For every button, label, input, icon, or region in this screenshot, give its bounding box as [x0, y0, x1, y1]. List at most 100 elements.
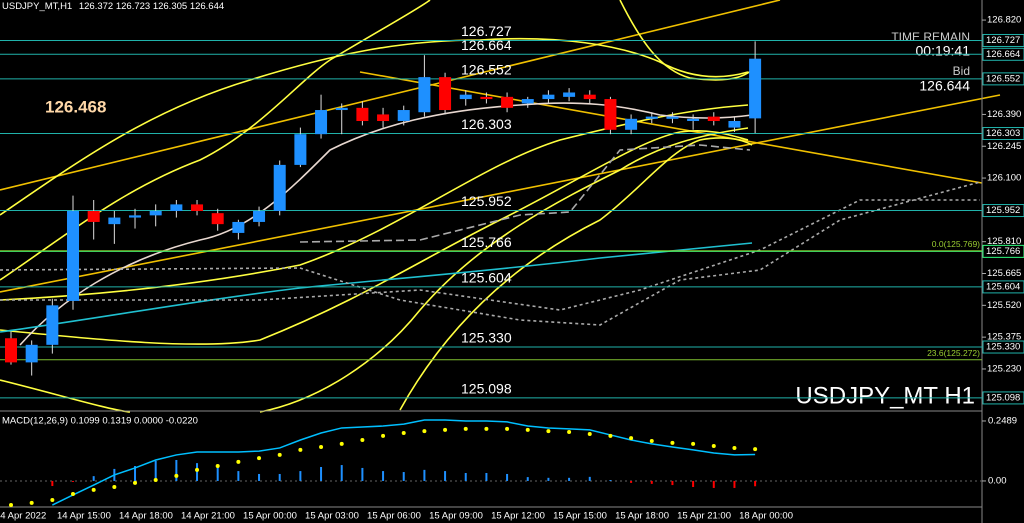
macd-signal-dot	[608, 433, 613, 438]
candle-body	[707, 116, 720, 122]
candle-body	[397, 110, 410, 122]
macd-line	[52, 419, 756, 506]
macd-signal-dot	[50, 497, 55, 502]
y-tick-label: 125.810	[987, 236, 1021, 247]
candle-body	[501, 96, 514, 108]
macd-signal-dot	[670, 440, 675, 445]
header-close: 126.644	[190, 1, 224, 12]
time-remain: 00:19:41	[916, 43, 971, 59]
macd-signal-dot	[401, 431, 406, 436]
candle-body	[253, 210, 266, 222]
candle-body	[25, 344, 38, 363]
macd-signal-dot	[9, 503, 13, 508]
x-tick-label: 14 Apr 2022	[0, 511, 46, 522]
macd-signal-dot	[298, 447, 303, 452]
level-box-label: 126.664	[986, 49, 1020, 60]
y-tick-label: 126.390	[987, 109, 1021, 120]
macd-signal-dot	[587, 431, 592, 436]
candle-body	[439, 77, 452, 111]
macd-signal-dot	[422, 429, 427, 434]
candle-body	[418, 77, 431, 113]
ichimoku-cloud	[0, 181, 981, 326]
macd-signal-dot	[112, 484, 117, 489]
ichimoku-line	[299, 144, 751, 243]
level-box	[982, 33, 1024, 47]
trend-line	[0, 94, 1001, 293]
level-label: 125.098	[461, 381, 512, 397]
symbol: USDJPY_MT,H1	[2, 1, 72, 12]
x-tick-label: 14 Apr 21:00	[181, 511, 235, 522]
macd-signal-dot	[91, 487, 96, 492]
candle-body	[728, 121, 741, 128]
candle-body	[315, 110, 328, 135]
candle-body	[67, 210, 80, 301]
macd-signal-dot	[339, 441, 344, 446]
macd-signal-dot	[711, 444, 716, 449]
level-box-label: 126.303	[986, 128, 1020, 139]
level-box	[982, 47, 1024, 61]
macd-title: MACD(12,26,9) 0.1099 0.1319 0.0000 -0.02…	[2, 416, 198, 427]
level-box	[982, 280, 1024, 294]
level-label: 126.303	[461, 116, 512, 132]
y-tick-label: 125.230	[987, 363, 1021, 374]
level-label: 126.664	[461, 37, 512, 53]
macd-signal-dot	[484, 426, 489, 431]
envelope-upper	[619, 0, 753, 81]
x-tick-label: 15 Apr 15:00	[553, 511, 607, 522]
y-tick-label: 125.520	[987, 300, 1021, 311]
macd-signal-dot	[215, 464, 220, 469]
level-box	[982, 72, 1024, 86]
macd-signal-dot	[319, 444, 324, 449]
candle-body	[273, 164, 286, 211]
macd-signal-dot	[381, 433, 386, 438]
level-box-label: 126.727	[986, 35, 1020, 46]
level-box-label: 125.604	[986, 281, 1020, 292]
candle-body	[87, 210, 100, 222]
macd-signal-dot	[463, 426, 468, 431]
candle-body	[108, 217, 121, 225]
envelope-lower	[399, 137, 753, 411]
fibo-label: 0.0(125.769)	[932, 239, 980, 249]
header-low: 126.305	[153, 1, 187, 12]
price-label: 126.468	[45, 97, 106, 116]
macd-signal-dot	[753, 447, 758, 452]
candle-body	[335, 107, 348, 111]
macd-signal-dot	[174, 473, 179, 478]
candle-body	[129, 215, 142, 218]
candle-body	[687, 118, 700, 122]
x-tick-label: 15 Apr 03:00	[305, 511, 359, 522]
level-box-label: 125.766	[986, 246, 1020, 257]
chart-header: USDJPY_MT,H1 126.372 126.723 126.305 126…	[2, 1, 224, 12]
x-tick-label: 15 Apr 18:00	[615, 511, 669, 522]
candle-body	[521, 99, 534, 104]
header-high: 126.723	[116, 1, 150, 12]
macd-signal-dot	[71, 491, 76, 496]
candle-body	[583, 94, 596, 100]
candle-body	[563, 92, 576, 97]
level-label: 125.330	[461, 330, 512, 346]
y-tick-label: 126.100	[987, 173, 1021, 184]
macd-signal-dot	[691, 441, 696, 446]
candle-body	[149, 210, 162, 216]
level-box	[982, 391, 1024, 405]
macd-signal-dot	[153, 477, 158, 482]
candle-body	[211, 213, 224, 225]
trend-line	[0, 0, 781, 191]
macd-signal-dot	[546, 429, 551, 434]
candle-body	[542, 94, 555, 100]
macd-signal-dot	[732, 445, 737, 450]
y-tick-label: 125.375	[987, 332, 1021, 343]
bollinger-lower	[0, 130, 749, 345]
macd-signal-dot	[277, 452, 282, 457]
candle-body	[666, 116, 679, 119]
fibo-label: 23.6(125.272)	[927, 348, 980, 358]
macd-signal-dot	[133, 480, 138, 485]
indicators	[0, 0, 1001, 413]
level-box	[982, 127, 1024, 141]
watermark: USDJPY_MT H1	[795, 382, 975, 409]
x-tick-label: 15 Apr 06:00	[367, 511, 421, 522]
candle-body	[625, 118, 638, 130]
